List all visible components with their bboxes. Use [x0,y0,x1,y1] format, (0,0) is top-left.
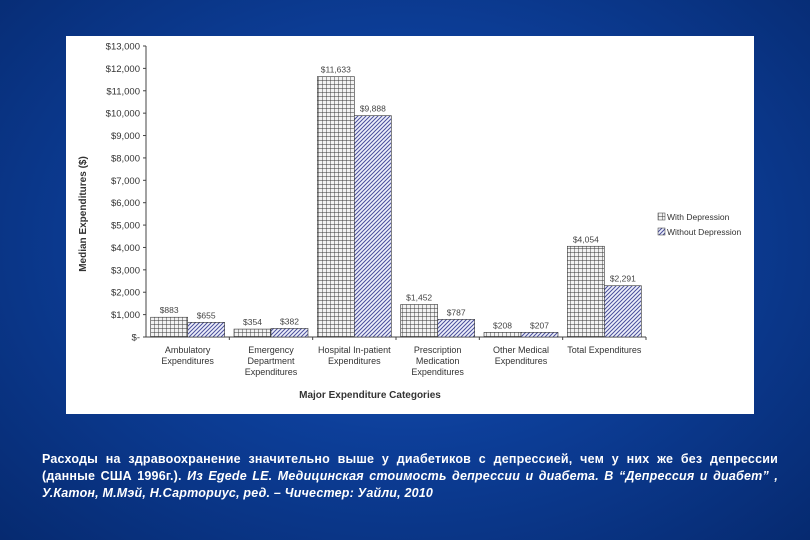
x-axis-label: Major Expenditure Categories [299,390,441,401]
bar-data-label: $354 [243,317,262,327]
y-tick-label: $11,000 [106,86,140,97]
bar-data-label: $883 [160,305,179,315]
bar-data-label: $787 [447,307,466,317]
bar-with-depression [400,304,438,338]
chart-legend: With Depression Without Depression [657,212,741,237]
x-category-label: Prescription Medication Expenditures [411,345,464,377]
y-tick-label: $8,000 [111,153,140,164]
bar-data-label: $207 [530,320,549,330]
bar-with-depression [150,316,188,338]
y-tick-label: $10,000 [106,109,140,120]
x-category-label: Ambulatory Expenditures [161,345,214,366]
bar-data-label: $4,054 [573,234,599,244]
bar-data-label: $382 [280,316,299,326]
legend-label-without-depression: Without Depression [667,227,741,237]
y-tick-label: $12,000 [106,64,140,75]
caption-citation: Из Egede LE. Медицинская стоимость депре… [42,469,778,500]
y-tick-label: $5,000 [111,221,140,232]
legend-swatch-without-depression [657,227,666,236]
y-tick-label: $9,000 [111,131,140,142]
chart-panel: $- $1,000 $2,000 $3,000 $4,000 $5,000 $6,000 $7… [66,36,754,414]
bar-with-depression [233,328,272,338]
legend-label-with-depression: With Depression [667,212,730,222]
bar-without-depression [187,322,225,338]
y-axis-label: Median Expenditures ($) [78,156,89,272]
x-category-label: Hospital In-patient Expenditures [318,345,391,366]
y-tick-label: $13,000 [106,42,140,53]
bar-data-label: $208 [493,320,512,330]
bar-without-depression [604,285,642,338]
y-tick-label: $2,000 [111,288,140,299]
y-tick-label: $7,000 [111,176,140,187]
caption-main-text: Расходы на здравоохранение значительно в… [42,452,778,483]
x-category-label: Total Expenditures [567,345,642,355]
y-tick-label: $3,000 [111,265,140,276]
bar-without-depression [354,115,392,338]
bar-with-depression [483,332,522,338]
bar-data-label: $9,888 [360,104,386,114]
bar-chart: $- $1,000 $2,000 $3,000 $4,000 $5,000 $6,000 $7… [78,42,741,402]
y-tick-label: $4,000 [111,243,140,254]
bar-data-label: $2,291 [610,274,636,284]
bar-with-depression [317,76,355,338]
bar-data-label: $11,633 [321,65,351,75]
bar-without-depression [520,332,559,338]
legend-swatch-with-depression [657,212,666,221]
bar-without-depression [437,319,475,338]
y-tick-label: $6,000 [111,198,140,209]
bar-data-label: $655 [197,310,216,320]
y-tick-label: $- [132,333,140,344]
bar-with-depression [567,245,605,338]
bar-data-label: $1,452 [406,292,432,302]
y-tick-label: $1,000 [111,310,140,321]
figure-caption: Расходы на здравоохранение значительно в… [42,451,778,502]
x-category-label: Emergency Department Expenditures [245,345,298,377]
x-category-label: Other Medical Expenditures [493,345,549,366]
bar-without-depression [270,328,309,338]
